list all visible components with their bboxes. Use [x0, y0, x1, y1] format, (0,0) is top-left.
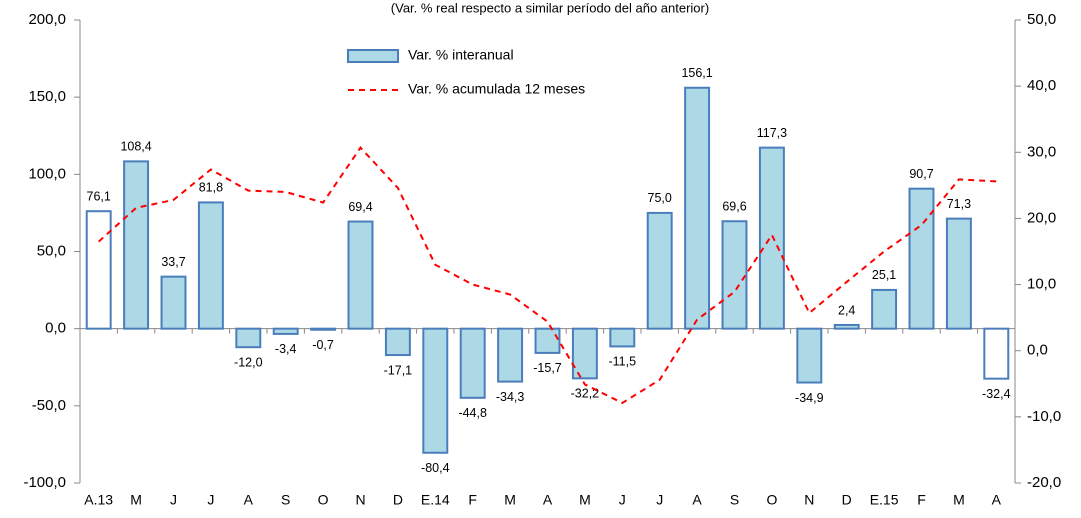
bar	[235, 327, 262, 349]
value-label: -0,7	[312, 338, 334, 352]
x-tick-label: N	[804, 492, 814, 508]
x-tick-label: A	[543, 492, 553, 508]
value-label: 108,4	[120, 140, 151, 154]
value-label: -34,3	[496, 390, 525, 404]
x-tick-label: J	[207, 492, 214, 508]
x-tick-label: O	[318, 492, 329, 508]
x-tick-label: J	[619, 492, 626, 508]
value-label: 156,1	[681, 66, 712, 80]
y2-tick-label: -20,0	[1027, 474, 1061, 491]
value-label: -34,9	[795, 391, 824, 405]
bar	[534, 327, 561, 354]
bar	[347, 220, 374, 330]
value-label: -12,0	[234, 355, 263, 369]
value-label: 71,3	[947, 197, 971, 211]
y2-tick-label: 50,0	[1027, 11, 1056, 28]
value-label: -11,5	[609, 355, 637, 369]
value-label: 33,7	[161, 255, 185, 269]
x-tick-label: D	[842, 492, 852, 508]
y2-tick-label: 0,0	[1027, 342, 1048, 359]
bar	[945, 217, 972, 330]
value-label: 69,6	[722, 200, 746, 214]
value-label: 76,1	[87, 190, 111, 204]
value-label: 75,0	[648, 191, 672, 205]
value-label: 90,7	[909, 167, 933, 181]
bar	[497, 327, 524, 383]
x-tick-label: A	[992, 492, 1002, 508]
bar	[646, 211, 673, 330]
y2-tick-label: 10,0	[1027, 276, 1056, 293]
x-tick-label: J	[170, 492, 177, 508]
x-tick-label: A	[244, 492, 254, 508]
bar	[609, 327, 636, 348]
value-label: -80,4	[421, 461, 450, 475]
x-tick-label: M	[579, 492, 591, 508]
x-tick-label: F	[917, 492, 926, 508]
bar	[721, 220, 748, 330]
x-tick-label: S	[281, 492, 290, 508]
y-tick-label: -100,0	[23, 474, 66, 491]
y2-tick-label: 40,0	[1027, 77, 1056, 94]
y-tick-label: 200,0	[28, 11, 66, 28]
legend-label: Var. % acumulada 12 meses	[408, 81, 585, 97]
y-tick-label: 50,0	[37, 242, 66, 259]
value-label: -3,4	[275, 342, 297, 356]
y-tick-label: 150,0	[28, 88, 66, 105]
bar	[871, 288, 898, 330]
y2-tick-label: -10,0	[1027, 408, 1061, 425]
value-label: 69,4	[348, 200, 372, 214]
x-tick-label: D	[393, 492, 403, 508]
x-tick-label: E.14	[421, 492, 450, 508]
x-tick-label: A.13	[84, 492, 113, 508]
x-tick-label: A	[692, 492, 702, 508]
x-tick-label: J	[656, 492, 663, 508]
bar	[310, 327, 337, 331]
x-tick-label: E.15	[870, 492, 899, 508]
x-tick-label: M	[504, 492, 516, 508]
bar	[796, 327, 823, 384]
line	[98, 146, 997, 405]
bar	[459, 327, 486, 399]
x-tick-label: N	[355, 492, 365, 508]
legend-swatch	[347, 49, 399, 63]
x-tick-label: O	[766, 492, 777, 508]
bar	[422, 327, 449, 454]
y-tick-label: -50,0	[32, 397, 66, 414]
value-label: 81,8	[199, 181, 223, 195]
x-tick-label: M	[953, 492, 965, 508]
value-label: -44,8	[458, 406, 487, 420]
bar	[571, 327, 598, 380]
bar	[983, 327, 1010, 380]
bar	[85, 210, 112, 330]
y2-tick-label: 30,0	[1027, 143, 1056, 160]
bar	[684, 86, 711, 330]
value-label: 25,1	[872, 268, 896, 282]
bar	[384, 327, 411, 357]
value-label: -32,2	[571, 387, 600, 401]
bar	[833, 323, 860, 330]
legend-label: Var. % interanual	[408, 47, 514, 63]
chart-subtitle: (Var. % real respecto a similar período …	[391, 0, 709, 15]
bar	[123, 160, 150, 330]
bar	[758, 146, 785, 330]
x-tick-label: M	[130, 492, 142, 508]
x-tick-label: F	[468, 492, 477, 508]
x-tick-label: S	[730, 492, 739, 508]
bar	[160, 275, 187, 330]
y-tick-label: 100,0	[28, 165, 66, 182]
value-label: -32,4	[982, 387, 1011, 401]
value-label: 117,3	[757, 126, 787, 140]
value-label: -17,1	[384, 363, 413, 377]
value-label: -15,7	[533, 361, 562, 375]
y-tick-label: 0,0	[45, 320, 66, 337]
bar	[272, 327, 299, 335]
y2-tick-label: 20,0	[1027, 209, 1056, 226]
bar	[908, 187, 935, 330]
value-label: 2,4	[838, 303, 855, 317]
bar	[197, 201, 224, 330]
